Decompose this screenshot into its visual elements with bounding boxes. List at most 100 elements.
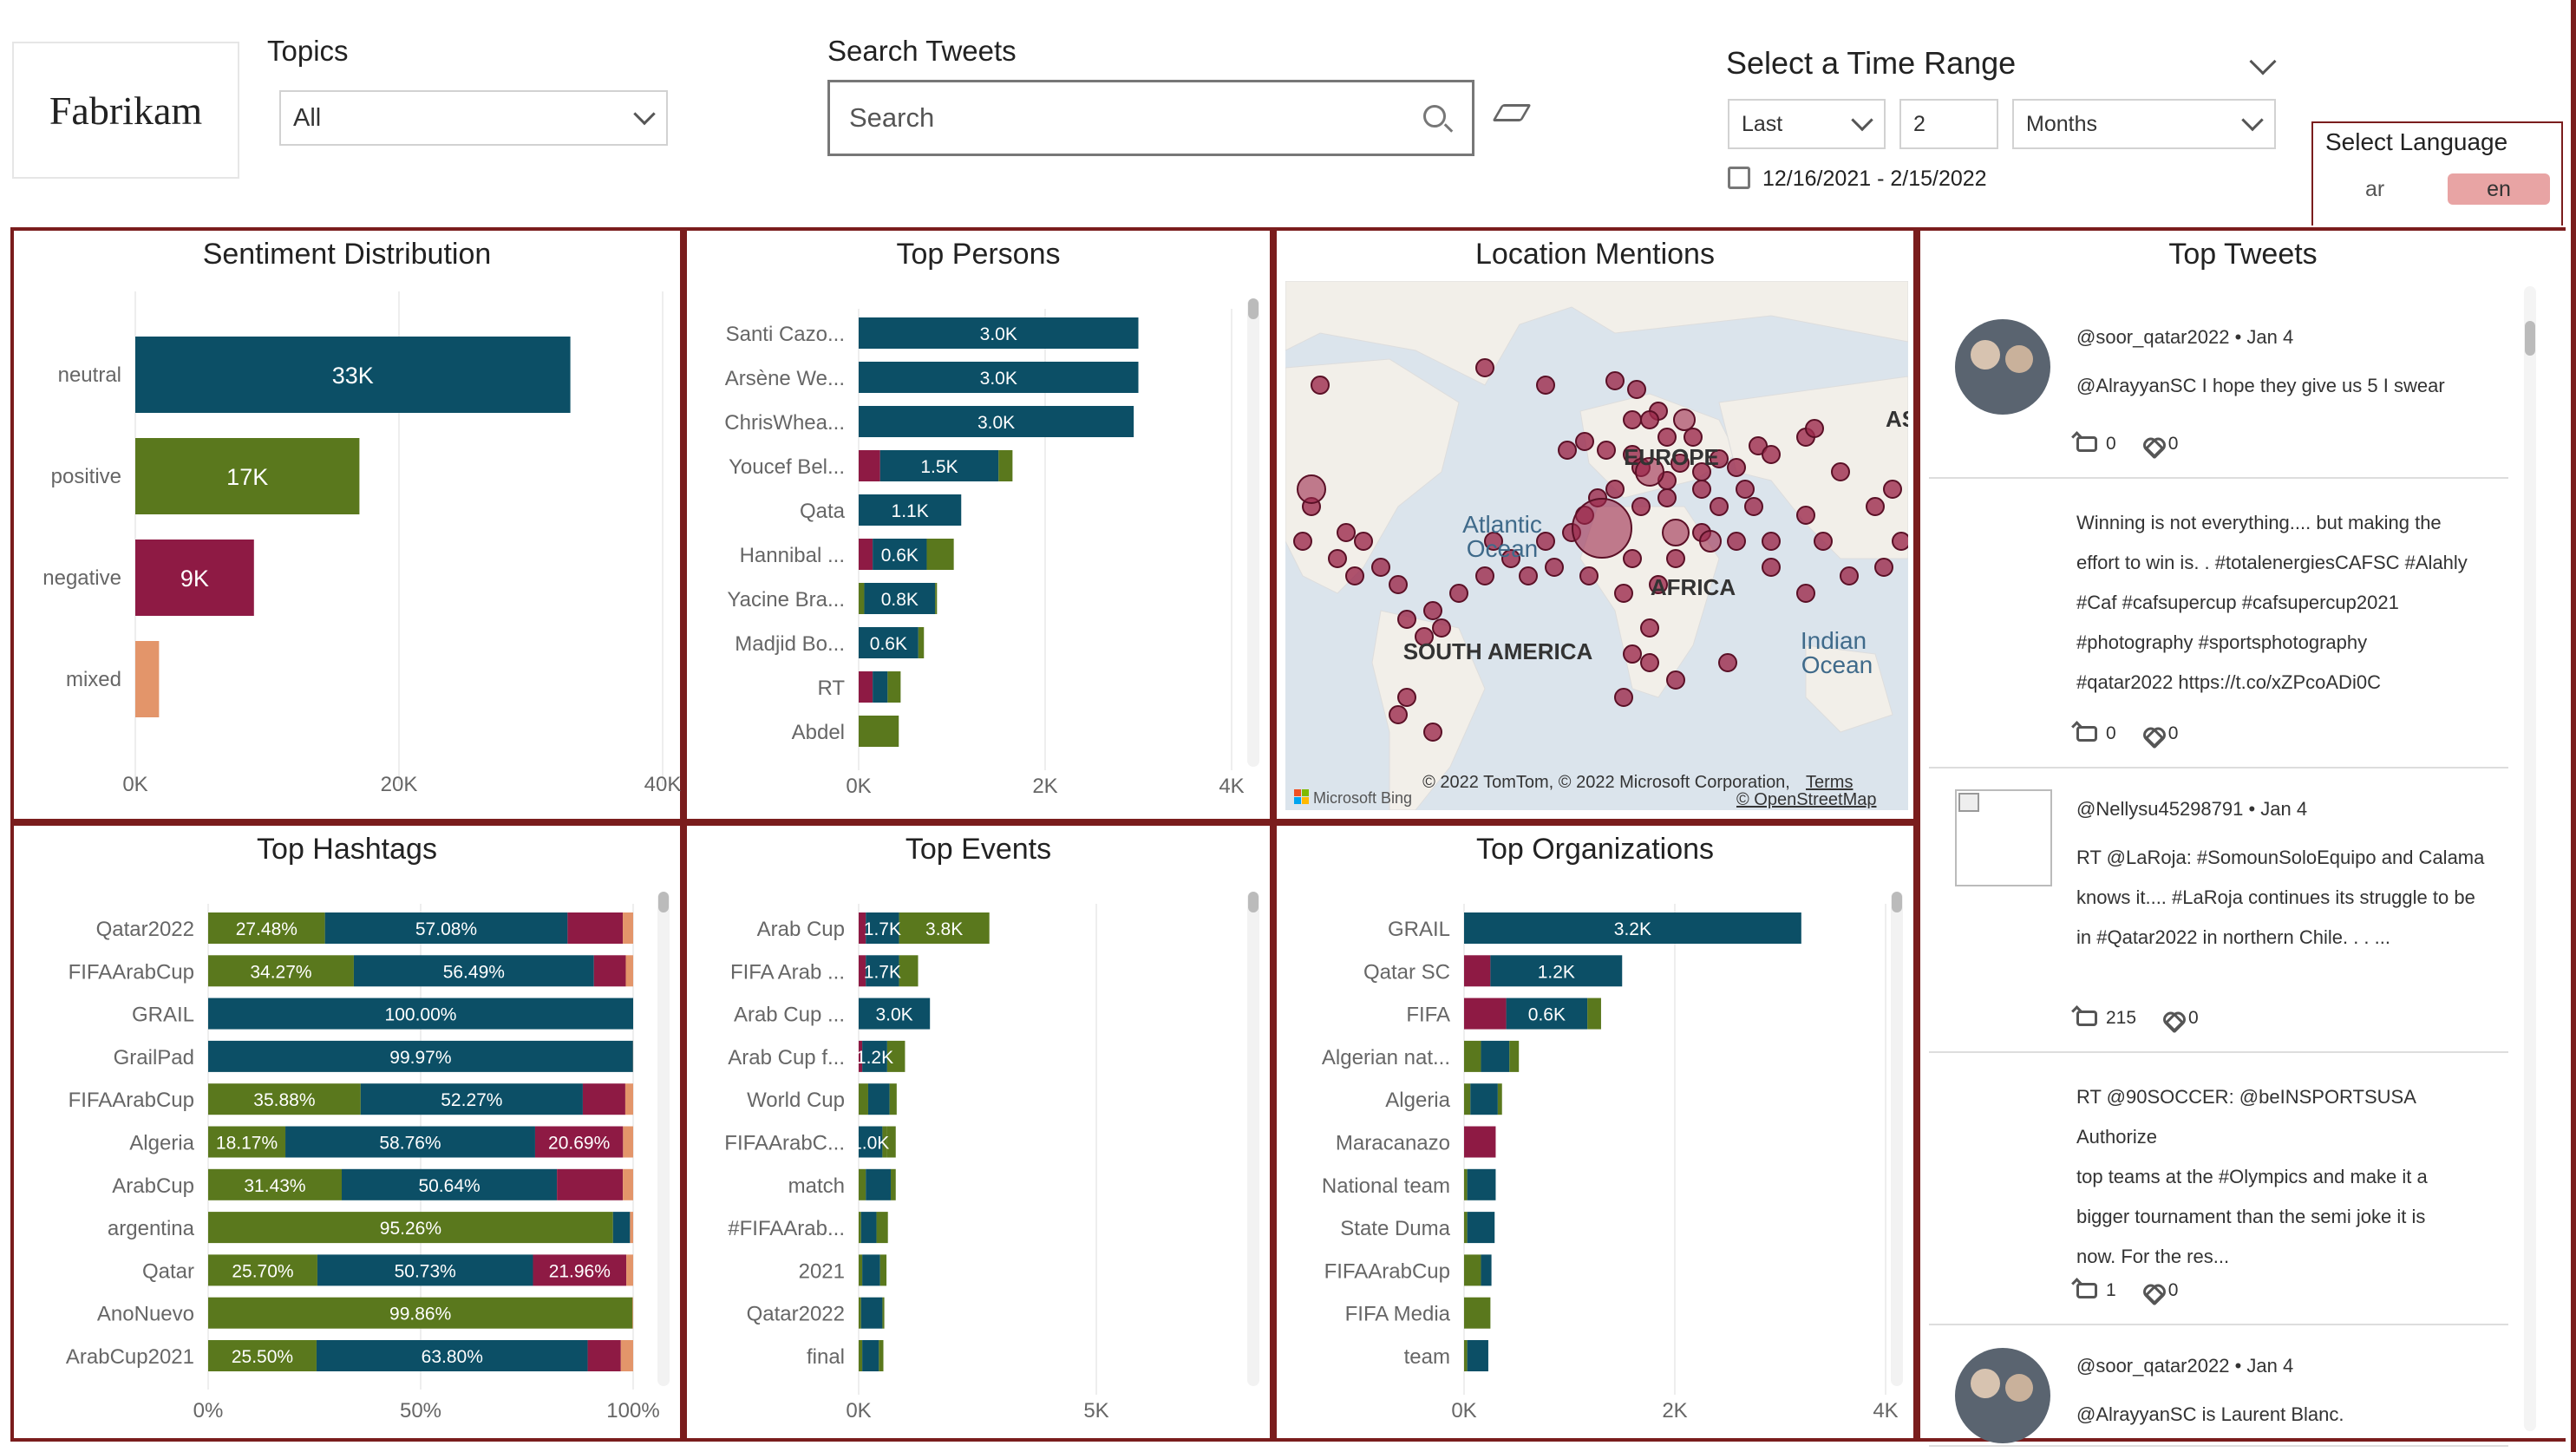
tweet-card[interactable]: Winning is not everything.... but making… [1929,479,2508,769]
scroll-thumb[interactable] [1248,892,1259,912]
category-label: Qata [800,500,846,523]
chevron-down-icon[interactable] [2249,48,2277,75]
category-label: Qatar2022 [96,918,194,941]
tweets-title: Top Tweets [2168,238,2318,271]
map-label: EUROPE [1624,444,1719,470]
category-label: Algerian nat... [1322,1046,1450,1069]
scroll-thumb[interactable] [1248,298,1259,319]
location-marker [1614,688,1633,707]
hashtags-title: Top Hashtags [257,833,437,866]
like-count: 0 [2167,723,2179,743]
category-label: Youcef Bel... [729,455,845,479]
tweet-card[interactable]: RT @90SOCCER: @beINSPORTSUSA Authorize to… [1929,1053,2508,1325]
data-label: 20.69% [548,1134,610,1154]
data-label: 1.2K [856,1048,893,1068]
scrollbar[interactable] [657,892,670,1386]
tweet-handle[interactable]: @soor_qatar2022 • Jan 4 [2076,1355,2294,1377]
bar-segment [876,1212,888,1244]
language-option-ar[interactable]: ar [2365,177,2385,201]
scrollbar[interactable] [1247,298,1259,767]
language-option-en[interactable]: en [2448,173,2550,205]
eraser-icon[interactable] [1492,104,1532,121]
data-label: 1.1K [892,501,929,521]
heart-icon[interactable] [2142,1282,2160,1299]
tweet-card[interactable]: @soor_qatar2022 • Jan 4 @AlrayyanSC I hop… [1929,297,2508,479]
scroll-thumb[interactable] [1892,892,1902,912]
location-marker [1415,627,1434,646]
search-input[interactable]: Search [827,80,1474,156]
location-map[interactable]: Atlantic Ocean EUROPE AFRICA SOUTH AMERICA In… [1285,281,1908,810]
location-marker [1371,558,1390,577]
scrollbar[interactable] [1891,892,1903,1386]
data-label: 1.7K [864,919,901,939]
events-chart: 0K 5K Arab Cup 1.7K FIFA Arab ... 1.7K Arab Cu… [724,904,1109,1423]
search-placeholder: Search [849,102,935,133]
data-label: 100.00% [385,1005,457,1025]
category-label: Abdel [792,721,845,744]
tweet-card[interactable]: @Nellysu45298791 • Jan 4 RT @LaRoja: #Som… [1929,769,2508,1053]
like-count: 0 [2167,1280,2179,1300]
tweet-card[interactable]: @soor_qatar2022 • Jan 4 @AlrayyanSC is La… [1929,1325,2508,1447]
retweet-icon[interactable] [2076,436,2097,452]
tweet-handle[interactable]: @Nellysu45298791 • Jan 4 [2076,798,2308,820]
retweet-icon[interactable] [2076,726,2097,742]
bar-segment [632,1297,633,1329]
bar-segment [859,1212,861,1244]
bar-segment [859,671,873,703]
map-label: AS [1886,406,1908,432]
location-marker [1657,488,1677,507]
data-label: 50.64% [418,1176,480,1196]
map-terms: Terms [1806,773,1853,792]
land [1285,358,1460,594]
range-count-input[interactable]: 2 [1899,99,1998,149]
persons-chart: 0K 2K 4K Santi Cazo... 3.0K Arsène We... 3.0K C… [724,309,1245,798]
land [1371,610,1486,810]
location-marker [1337,523,1356,542]
bar-segment [208,1212,613,1244]
category-label: Hannibal ... [740,544,845,567]
location-marker [1297,474,1326,504]
data-label: 0.8K [881,590,919,610]
scrollbar[interactable] [2524,286,2536,1431]
scroll-thumb[interactable] [658,892,669,912]
heart-icon[interactable] [2142,725,2160,742]
data-label: 52.27% [441,1090,502,1110]
language-label: Select Language [2325,128,2508,155]
bar-segment [862,1340,879,1371]
retweet-count: 1 [2106,1280,2116,1300]
bar-segment [316,1340,588,1371]
range-mode-dropdown[interactable]: Last [1728,99,1886,149]
location-marker [1744,497,1763,516]
retweet-icon[interactable] [2076,1283,2097,1298]
location-marker [1423,723,1442,742]
scroll-thumb[interactable] [2525,321,2535,356]
range-unit-dropdown[interactable]: Months [2012,99,2276,149]
data-label: 25.70% [232,1261,293,1281]
category-label: State Duma [1340,1217,1450,1240]
search-icon[interactable] [1423,105,1446,128]
calendar-icon [1728,167,1750,189]
bar-segment [342,1168,558,1200]
bar-segment [582,1083,625,1115]
heart-icon[interactable] [2162,1010,2180,1027]
map-credit: © 2022 TomTom, © 2022 Microsoft Corporat… [1422,773,1790,792]
retweet-icon[interactable] [2076,1011,2097,1026]
persons-title: Top Persons [896,238,1061,271]
category-label: Algeria [1385,1089,1450,1112]
location-marker [1597,441,1616,460]
tweet-handle[interactable]: @soor_qatar2022 • Jan 4 [2076,326,2294,348]
location-marker [1475,358,1494,377]
location-marker [1572,498,1632,559]
topics-dropdown[interactable]: All [279,90,668,146]
bar-segment [859,1254,863,1286]
tweet-text: @AlrayyanSC is Laurent Blanc. [2076,1395,2493,1435]
bar-segment [859,317,1139,349]
scrollbar[interactable] [1247,892,1259,1386]
location-marker [1692,480,1711,499]
heart-icon[interactable] [2142,435,2160,453]
location-marker [1640,653,1659,672]
bar-segment [862,1254,880,1286]
bar-segment [623,1126,633,1158]
